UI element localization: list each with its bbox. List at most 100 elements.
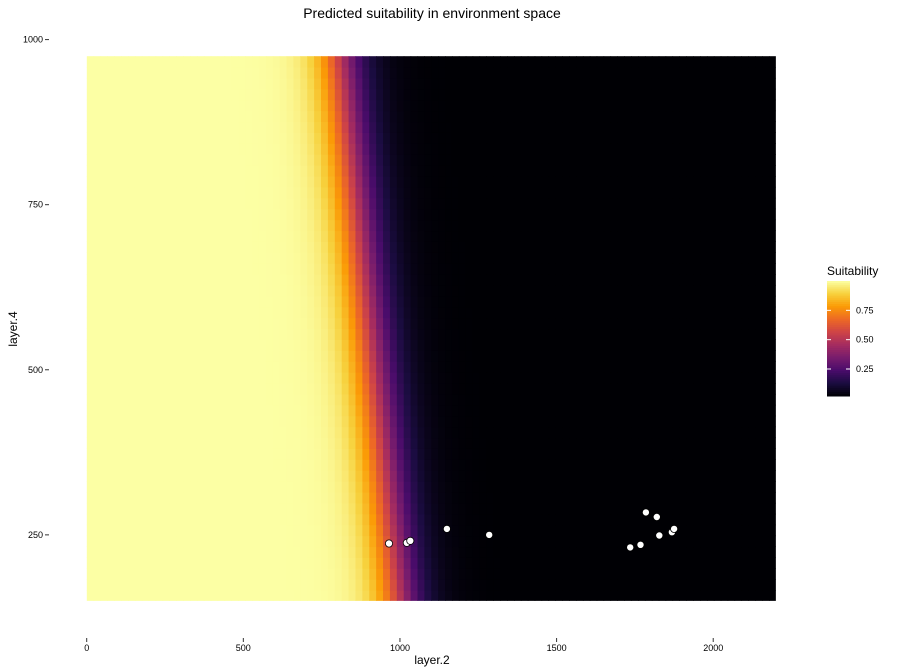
raster-cell [383,437,391,449]
raster-cell [258,66,267,79]
raster-cell [486,165,494,177]
raster-cell [541,502,550,515]
raster-cell [755,557,763,569]
raster-cell [417,491,425,504]
raster-cell [383,110,391,123]
raster-cell [665,339,674,351]
raster-cell [768,252,776,264]
raster-cell [679,557,687,569]
raster-cell [507,99,515,112]
raster-cell [603,317,612,330]
raster-cell [727,317,736,330]
raster-cell [86,77,95,90]
raster-cell [134,175,143,188]
raster-cell [245,361,253,373]
raster-cell [176,502,184,515]
raster-cell [644,404,653,417]
raster-cell [417,165,425,177]
raster-cell [128,284,136,297]
raster-cell [258,372,267,384]
raster-cell [307,295,315,308]
raster-cell [424,274,432,286]
raster-cell [527,186,536,199]
raster-cell [720,197,729,210]
raster-cell [713,372,722,384]
raster-cell [300,448,308,460]
raster-cell [651,284,660,297]
raster-cell [617,165,625,177]
raster-cell [720,77,729,90]
raster-cell [672,77,680,90]
raster-cell [445,317,453,330]
raster-cell [438,295,446,308]
raster-cell [155,513,164,526]
raster-cell [252,121,260,133]
raster-cell [589,557,598,569]
raster-cell [376,393,384,406]
raster-cell [383,56,391,68]
raster-cell [562,535,570,548]
raster-cell [183,143,191,155]
raster-cell [713,404,722,417]
raster-cell [307,88,315,101]
raster-cell [700,252,708,264]
raster-cell [155,77,164,90]
raster-cell [169,372,177,384]
raster-cell [383,132,391,144]
raster-cell [403,99,412,112]
raster-cell [93,77,102,90]
raster-cell [424,175,432,188]
raster-cell [631,143,639,155]
raster-cell [224,306,233,319]
raster-cell [100,491,108,504]
raster-cell [300,230,308,242]
raster-cell [589,393,598,406]
raster-cell [114,241,122,253]
raster-cell [341,197,350,210]
raster-cell [520,154,529,166]
raster-cell [693,317,701,330]
raster-cell [217,165,226,177]
raster-cell [589,502,598,515]
raster-cell [576,175,584,188]
raster-cell [451,208,460,221]
raster-cell [465,165,474,177]
raster-cell [341,230,350,242]
raster-cell [424,56,432,68]
raster-cell [341,590,350,601]
raster-cell [396,579,405,591]
raster-cell [321,154,329,166]
raster-cell [727,502,736,515]
raster-cell [196,274,205,286]
raster-cell [500,121,508,133]
raster-cell [576,568,584,580]
raster-cell [617,557,625,569]
raster-cell [376,56,384,68]
raster-cell [610,339,618,351]
raster-cell [265,110,274,123]
raster-cell [314,284,322,297]
raster-cell [445,535,453,548]
raster-cell [93,99,102,112]
raster-cell [617,241,625,253]
raster-cell [258,502,267,515]
raster-cell [86,186,95,199]
raster-cell [162,502,170,515]
raster-cell [534,252,543,264]
raster-cell [134,263,143,275]
raster-cell [327,175,336,188]
raster-cell [162,186,170,199]
raster-cell [279,186,288,199]
raster-cell [128,491,136,504]
raster-cell [534,186,543,199]
raster-cell [720,56,729,68]
raster-cell [107,568,115,580]
raster-cell [686,470,694,482]
raster-cell [265,132,274,144]
raster-cell [355,350,363,362]
raster-cell [410,66,419,79]
raster-cell [431,393,439,406]
raster-cell [141,426,150,439]
raster-cell [727,393,736,406]
raster-cell [589,295,598,308]
